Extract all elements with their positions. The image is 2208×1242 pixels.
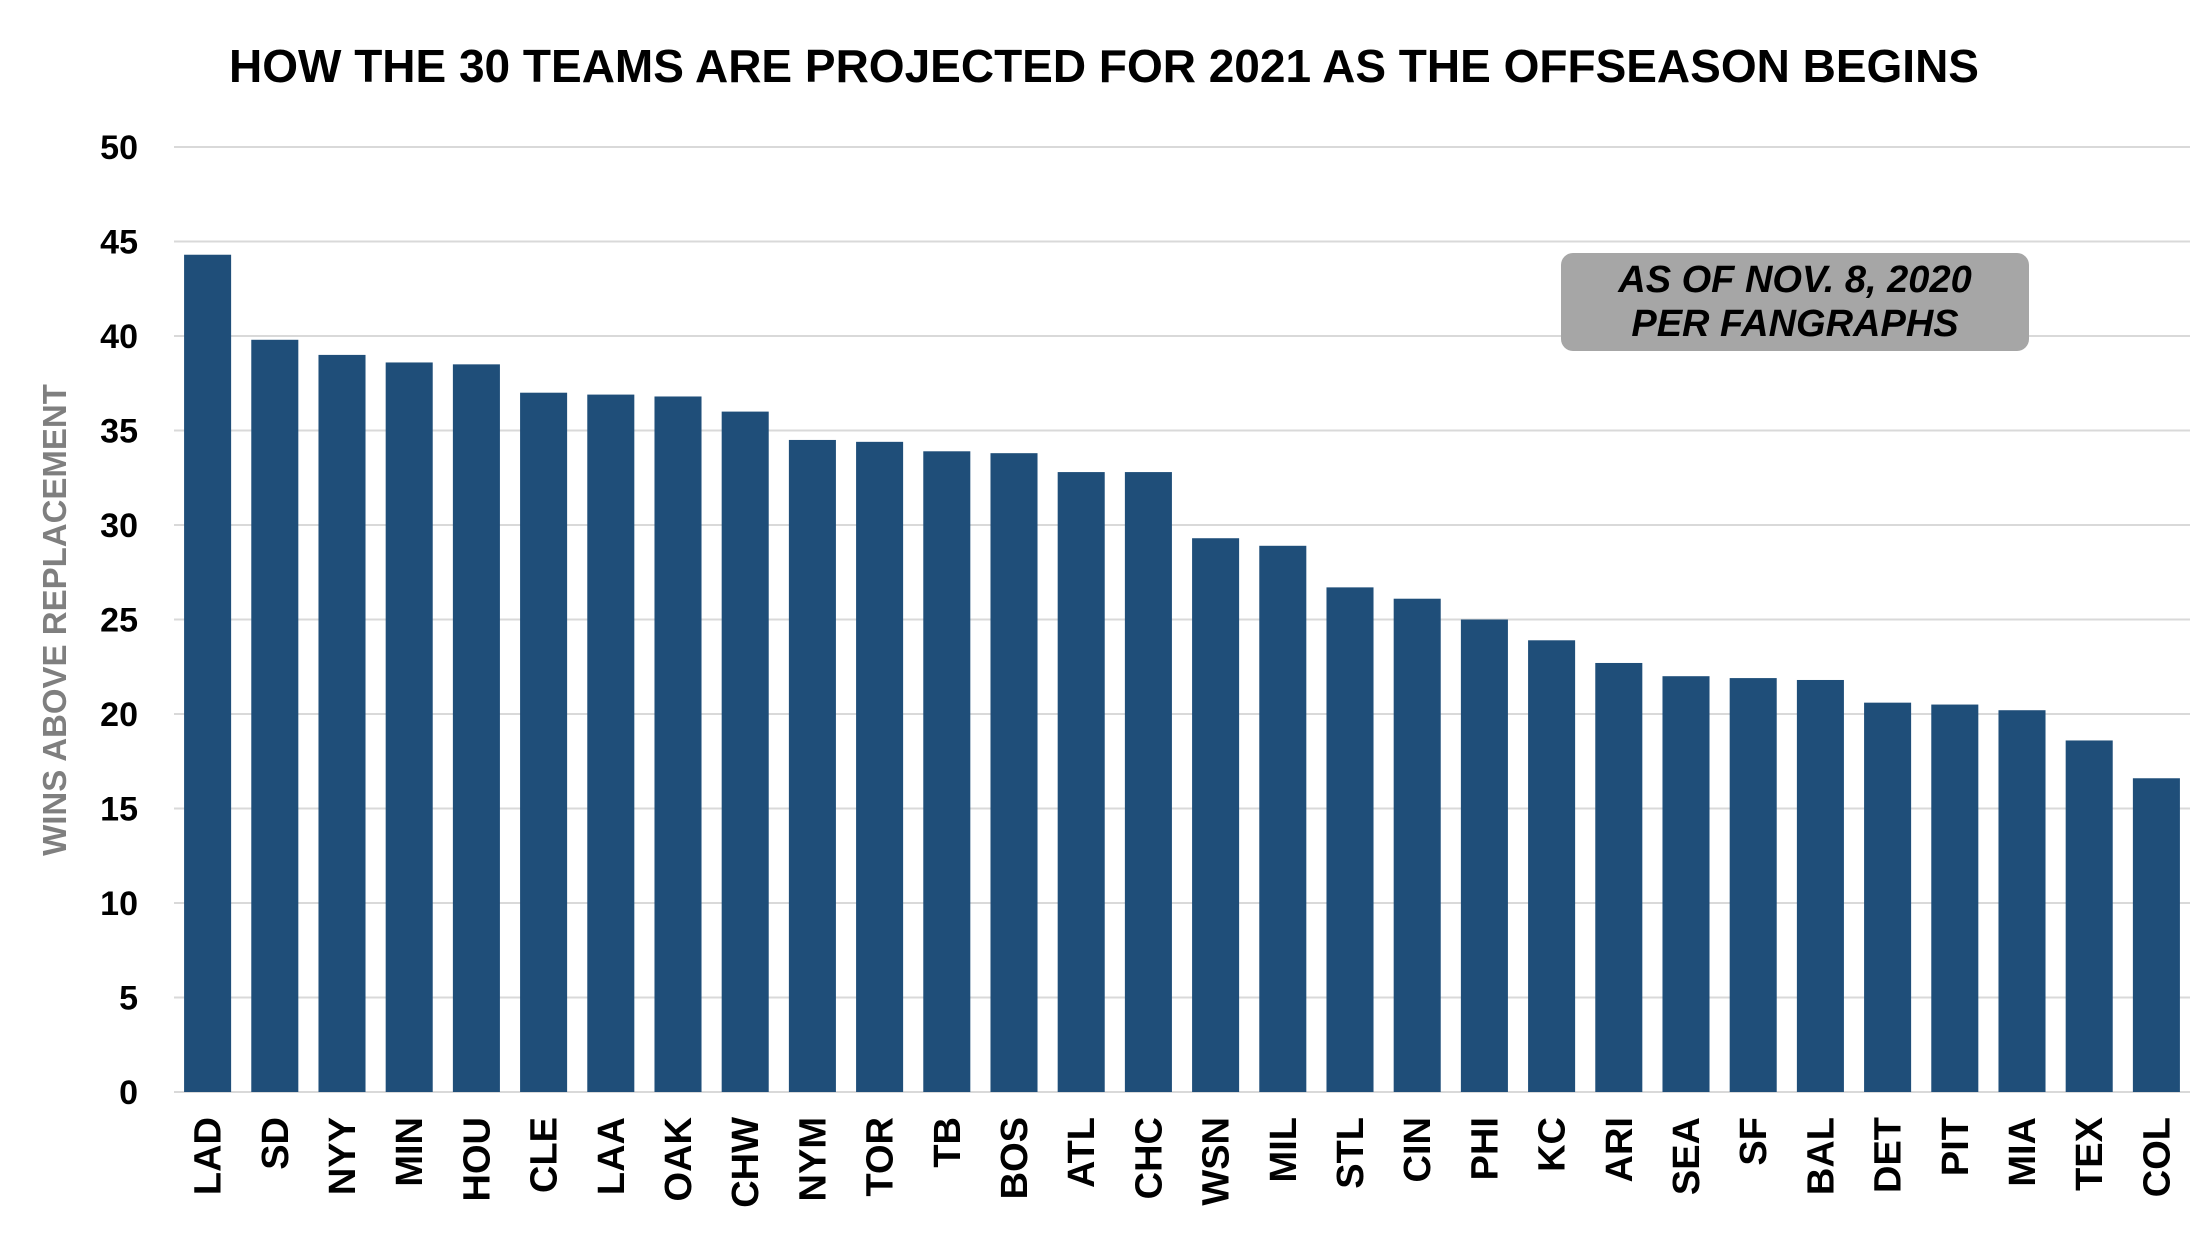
annotation-line-2: PER FANGRAPHS (1631, 303, 1959, 345)
bar-stl (1326, 587, 1374, 1092)
x-tick-label: NYM (792, 1117, 834, 1201)
x-tick-label: COL (2136, 1117, 2178, 1197)
x-tick-label: CIN (1397, 1117, 1439, 1182)
y-tick-label: 5 (119, 980, 138, 1018)
x-tick-label: MIL (1263, 1117, 1305, 1182)
bar-laa (587, 394, 635, 1093)
y-tick-label: 45 (100, 224, 138, 262)
bar-chw (721, 411, 769, 1093)
bar-min (385, 362, 433, 1093)
x-tick-label: LAD (188, 1117, 230, 1195)
x-tick-label: OAK (658, 1116, 700, 1201)
x-tick-label: BAL (1800, 1117, 1842, 1195)
annotation-line-1: AS OF NOV. 8, 2020 (1618, 259, 1972, 301)
x-tick-label: CHW (725, 1117, 767, 1208)
bar-ari (1595, 662, 1643, 1092)
x-tick-label: CLE (524, 1117, 566, 1193)
y-tick-label: 40 (100, 318, 138, 356)
x-tick-label: PHI (1464, 1117, 1506, 1180)
gridlines (174, 146, 2190, 1093)
x-tick-label: SD (255, 1117, 297, 1170)
y-axis-title: WINS ABOVE REPLACEMENT (36, 384, 73, 856)
y-tick-label: 50 (100, 129, 138, 167)
x-axis-labels: LAD SD NYY MIN HOU CLE LAA OAK CHW NYM TOR TB BOS ATL… (188, 1116, 2179, 1207)
bar-pit (1931, 704, 1979, 1092)
bar-nyy (318, 354, 366, 1092)
x-tick-label: SF (1733, 1117, 1775, 1166)
bar-mil (1259, 545, 1307, 1092)
bar-cle (520, 392, 568, 1092)
x-tick-label: CHC (1128, 1117, 1170, 1199)
y-axis-ticks: 0 5 10 15 20 25 30 35 40 45 50 (100, 129, 138, 1112)
bar-det (1864, 702, 1912, 1092)
y-tick-label: 25 (100, 602, 138, 640)
bar-mia (1998, 710, 2046, 1092)
x-tick-label: WSN (1196, 1117, 1238, 1206)
bar-cin (1393, 598, 1441, 1092)
x-tick-label: LAA (591, 1117, 633, 1195)
bar-sd (251, 339, 299, 1092)
y-tick-label: 10 (100, 885, 138, 923)
x-tick-label: MIN (389, 1117, 431, 1187)
x-tick-label: HOU (456, 1117, 498, 1201)
x-tick-label: TEX (2069, 1116, 2111, 1191)
bar-hou (452, 364, 500, 1093)
bar-bos (990, 453, 1038, 1092)
chart-title: HOW THE 30 TEAMS ARE PROJECTED FOR 2021 … (229, 40, 1979, 92)
y-tick-label: 0 (119, 1074, 138, 1112)
x-tick-label: PIT (1935, 1117, 1977, 1176)
bar-bal (1796, 679, 1844, 1092)
bar-sf (1729, 678, 1777, 1092)
bar-atl (1057, 472, 1105, 1093)
x-tick-label: MIA (2002, 1117, 2044, 1187)
x-tick-label: STL (1330, 1117, 1372, 1189)
bar-phi (1460, 619, 1508, 1092)
bar-tor (856, 441, 904, 1093)
bar-sea (1662, 676, 1710, 1092)
bar-tb (923, 451, 971, 1092)
bar-col (2132, 778, 2180, 1092)
y-tick-label: 15 (100, 791, 138, 829)
y-tick-label: 30 (100, 507, 138, 545)
bar-nym (788, 439, 836, 1092)
x-tick-label: ARI (1599, 1117, 1641, 1182)
x-tick-label: KC (1532, 1117, 1574, 1172)
bar-kc (1528, 640, 1576, 1092)
bars (184, 254, 2180, 1093)
bar-oak (654, 396, 702, 1093)
x-tick-label: TOR (860, 1117, 902, 1197)
y-tick-label: 35 (100, 413, 138, 451)
bar-chc (1124, 472, 1172, 1093)
bar-lad (184, 254, 232, 1093)
annotation-box: AS OF NOV. 8, 2020 PER FANGRAPHS (1561, 253, 2029, 351)
bar-wsn (1192, 538, 1240, 1092)
x-tick-label: ATL (1061, 1117, 1103, 1188)
x-tick-label: DET (1868, 1117, 1910, 1193)
y-tick-label: 20 (100, 696, 138, 734)
x-tick-label: TB (927, 1117, 969, 1168)
bar-tex (2065, 740, 2113, 1092)
x-tick-label: BOS (994, 1117, 1036, 1199)
x-tick-label: SEA (1666, 1117, 1708, 1195)
x-tick-label: NYY (322, 1117, 364, 1195)
